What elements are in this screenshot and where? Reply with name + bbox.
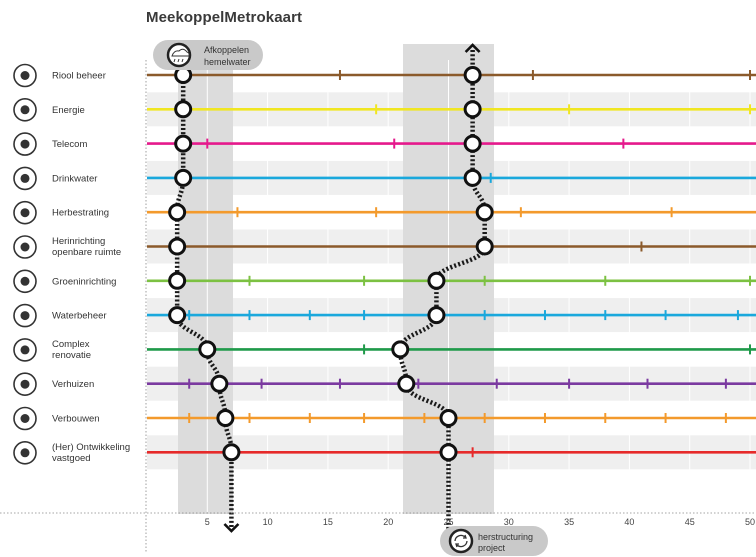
station [222,443,241,462]
pill-bottom-line2: project [478,543,506,553]
x-tick-label: 15 [323,517,333,527]
diagram-title: MeekoppelMetrokaart [146,9,303,26]
station [475,203,494,222]
row-label: Waterbeheer [52,311,107,322]
station [397,374,416,393]
station [210,374,229,393]
drinkwater-icon [13,166,37,191]
x-tick-label: 35 [564,517,574,527]
station [168,237,187,256]
column-band-left [178,44,233,514]
station [174,100,193,119]
truck-icon [13,372,37,397]
station [427,271,446,290]
row-label: Energie [52,105,85,116]
energy-icon [13,98,37,122]
pill-top-line1: Afkoppelen [204,45,249,55]
row-label: Drinkwater [52,173,97,184]
start-pill-herstructuring: herstructuring project [440,526,548,556]
station [216,409,235,427]
renovation-icon [13,338,37,362]
row-label: Telecom [52,139,87,150]
station [168,203,187,222]
water-icon [13,303,37,328]
house-icon [13,406,37,431]
row-label: Riool beheer [52,71,106,82]
public-space-icon [13,235,37,259]
tree-icon [13,269,37,294]
buildings-icon [13,440,37,465]
pill-bottom-line1: herstructuring [478,532,533,542]
row-label: Herinrichting openbare ruimte [52,236,121,258]
station [463,66,482,84]
station [391,340,410,359]
x-tick-label: 20 [383,517,393,527]
x-tick-label: 25 [443,517,453,527]
row-label: Verbouwen [52,414,100,425]
x-tick-label: 5 [205,517,210,527]
x-tick-label: 40 [624,517,634,527]
row-label: Groeninrichting [52,276,116,287]
recycle-icon [454,534,468,548]
arrow-down-icon [223,523,240,533]
x-tick-label: 30 [504,517,514,527]
start-pill-afkoppelen: Afkoppelen hemelwater [153,40,263,70]
station [174,168,193,187]
station [174,134,193,153]
rain-icon [171,48,190,63]
station [168,271,187,290]
station [463,168,482,187]
row-label: Verhuizen [52,379,94,390]
paving-icon [13,200,37,225]
row-label: Complex renovatie [52,339,91,361]
arrow-up-icon [464,43,481,53]
station [427,306,446,325]
station [463,134,482,153]
sewer-icon [13,63,37,88]
x-tick-label: 10 [263,517,273,527]
station [168,306,187,325]
x-tick-label: 50 [745,517,755,527]
station [475,237,494,256]
pill-top-line2: hemelwater [204,57,251,67]
x-tick-label: 45 [685,517,695,527]
station [439,409,458,427]
station [439,443,458,462]
row-label: Herbestrating [52,208,109,219]
station [198,340,217,359]
row-label: (Her) Ontwikkeling vastgoed [52,442,130,464]
station [463,100,482,119]
telecom-icon [13,132,37,156]
